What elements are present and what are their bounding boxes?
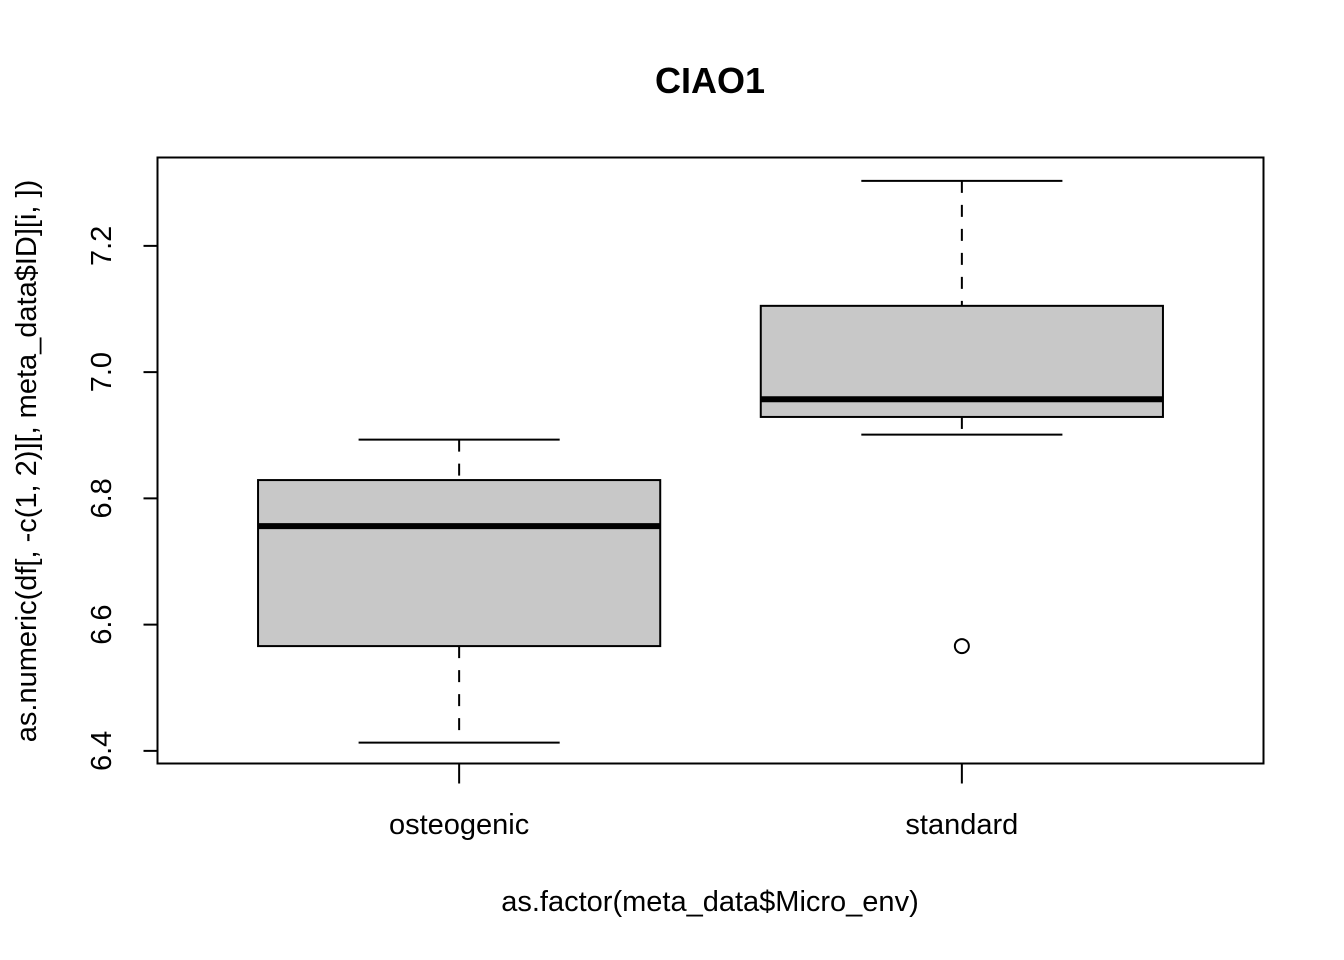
x-axis: osteogenic standard [389, 763, 1018, 841]
x-tick-label: osteogenic [389, 809, 529, 841]
y-axis-label: as.numeric(df[, -c(1, 2)][, meta_data$ID… [11, 180, 43, 742]
y-tick-label: 7.0 [86, 352, 118, 392]
plot-frame [156, 156, 1265, 765]
chart-title: CIAO1 [655, 60, 765, 101]
y-tick-label: 7.2 [86, 226, 118, 266]
box-iqr [257, 479, 662, 648]
y-axis: 6.4 6.6 6.8 7.0 7.2 [86, 226, 158, 771]
y-tick-label: 6.4 [86, 731, 118, 771]
boxes-layer [257, 179, 1164, 744]
box-group-osteogenic [257, 438, 662, 744]
x-axis-label: as.factor(meta_data$Micro_env) [501, 886, 918, 918]
y-tick-label: 6.6 [86, 604, 118, 644]
outlier-point [953, 638, 970, 655]
box-group-standard [759, 179, 1164, 655]
x-tick-label: standard [905, 809, 1018, 841]
y-tick-label: 6.8 [86, 478, 118, 518]
